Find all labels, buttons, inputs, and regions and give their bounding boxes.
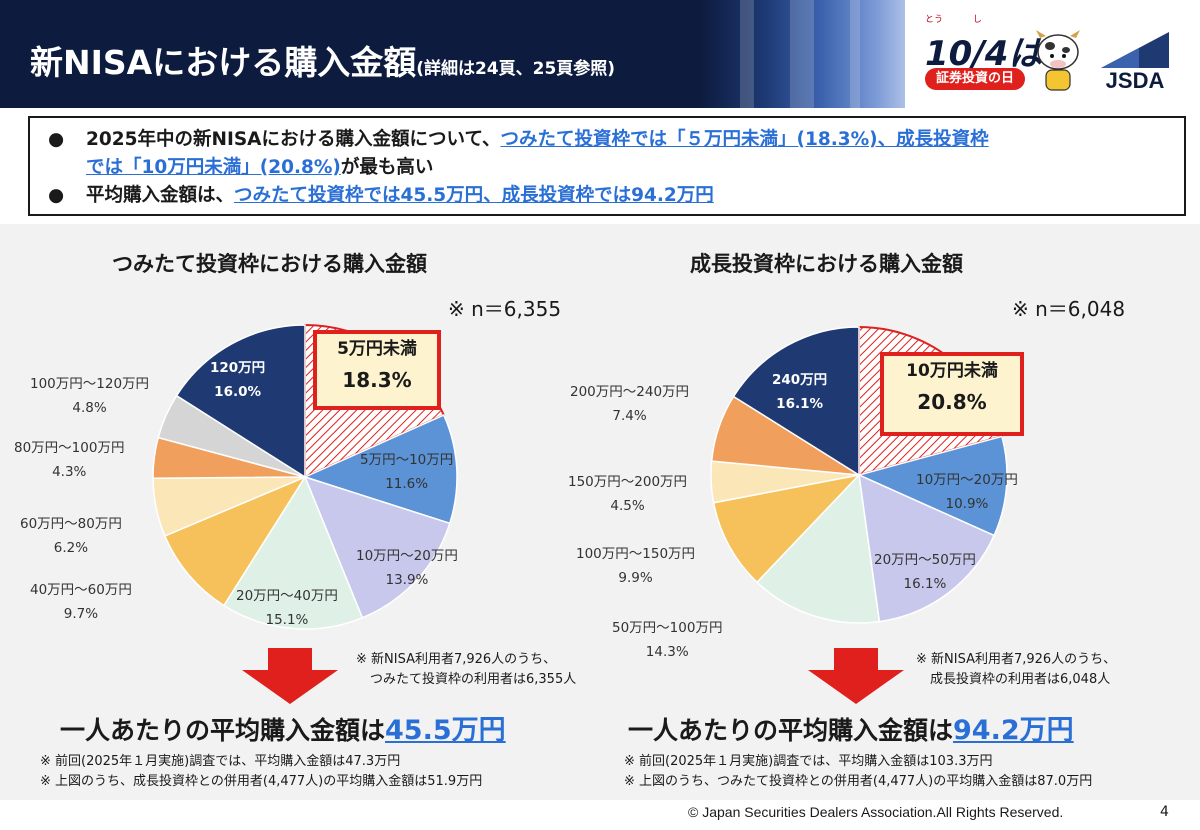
- pie-label-seicho-50-100: 50万円～100万円 14.3%: [612, 620, 723, 660]
- highlight-callout-tsumitate: 5万円未満 18.3%: [313, 330, 441, 410]
- pie-slice-1-1: [856, 435, 1008, 537]
- average-amount-tsumitate: 一人あたりの平均購入金額は45.5万円: [60, 715, 506, 746]
- page-number: 4: [1160, 804, 1169, 820]
- investment-day-logo: とう し 10/4は 証券投資の日: [925, 12, 1042, 92]
- pie-label-seicho-100-150: 100万円～150万円 9.9%: [576, 546, 696, 586]
- pie-slice-0-2: [303, 475, 451, 619]
- sample-size-seicho: ※ n＝6,048: [1012, 297, 1126, 321]
- summary-line-2: では「10万円未満」(20.8%)が最も高い: [86, 157, 434, 178]
- jsda-logo: JSDA: [1095, 28, 1175, 94]
- pie-label-seicho-240: 240万円 16.1%: [772, 372, 828, 412]
- pie-label-tsumitate-60-80: 60万円～80万円 6.2%: [20, 516, 122, 556]
- page-subtitle: (詳細は24頁、25頁参照): [416, 59, 616, 79]
- pie-label-tsumitate-100-120: 100万円～120万円 4.8%: [30, 376, 150, 416]
- footer: © Japan Securities Dealers Association.A…: [0, 800, 1200, 830]
- pie-label-seicho-10-20: 10万円～20万円 10.9%: [916, 472, 1018, 512]
- jsda-mark-icon: [1101, 32, 1169, 68]
- pie-label-seicho-20-50: 20万円～50万円 16.1%: [874, 552, 976, 592]
- pie-slice-1-3: [755, 473, 881, 624]
- summary-box: ● 2025年中の新NISAにおける購入金額について、つみたて投資枠では「５万円未…: [28, 116, 1186, 216]
- footnote-tsumitate-2: ※ 上図のうち、成長投資枠との併用者(4,477人)の平均購入金額は51.9万円: [40, 774, 483, 789]
- pie-slice-1-7: [732, 326, 860, 477]
- pie-slice-0-3: [222, 475, 364, 630]
- page-title: 新NISAにおける購入金額(詳細は24頁、25頁参照): [30, 43, 616, 82]
- logo-badge: 証券投資の日: [925, 68, 1025, 90]
- pie-label-seicho-200-240: 200万円～240万円 7.4%: [570, 384, 690, 424]
- highlight-callout-seicho: 10万円未満 20.8%: [880, 352, 1024, 436]
- summary-link-3: つみたて投資枠では45.5万円、成長投資枠では94.2万円: [234, 185, 714, 206]
- logo-ruby: とう し: [925, 15, 982, 25]
- pie-slice-0-4: [163, 475, 307, 607]
- pie-label-tsumitate-10-20: 10万円～20万円 13.9%: [356, 548, 458, 588]
- down-arrow-icon-2: [808, 648, 904, 704]
- user-note-tsumitate: ※ 新NISA利用者7,926人のうち、 つみたて投資枠の利用者は6,355人: [356, 652, 577, 687]
- jsda-text: JSDA: [1105, 68, 1165, 93]
- summary-line-3: ● 平均購入金額は、つみたて投資枠では45.5万円、成長投資枠では94.2万円: [48, 185, 714, 206]
- user-note-seicho: ※ 新NISA利用者7,926人のうち、 成長投資枠の利用者は6,048人: [916, 652, 1117, 687]
- pie-slice-1-2: [858, 473, 996, 623]
- pie-label-tsumitate-120: 120万円 16.0%: [210, 360, 266, 400]
- footnote-seicho-2: ※ 上図のうち、つみたて投資枠との併用者(4,477人)の平均購入金額は87.0…: [624, 774, 1093, 789]
- mascot-icon: [1036, 30, 1080, 91]
- chart-title-tsumitate: つみたて投資枠における購入金額: [112, 252, 427, 276]
- pie-label-tsumitate-80-100: 80万円～100万円 4.3%: [14, 440, 125, 480]
- average-amount-seicho: 一人あたりの平均購入金額は94.2万円: [628, 715, 1074, 746]
- summary-link-2: では「10万円未満」(20.8%): [86, 157, 341, 178]
- copyright-text: © Japan Securities Dealers Association.A…: [688, 804, 1064, 820]
- pie-slice-0-8: [175, 324, 306, 479]
- average-value-tsumitate: 45.5万円: [385, 715, 506, 746]
- pie-slice-0-1: [302, 414, 458, 525]
- pie-label-tsumitate-40-60: 40万円～60万円 9.7%: [30, 582, 132, 622]
- header-gradient-decoration: [700, 0, 920, 108]
- pie-label-tsumitate-20-40: 20万円～40万円 15.1%: [236, 588, 338, 628]
- summary-line-1: ● 2025年中の新NISAにおける購入金額について、つみたて投資枠では「５万円未…: [48, 129, 989, 150]
- pie-label-seicho-150-200: 150万円～200万円 4.5%: [568, 474, 688, 514]
- pie-label-tsumitate-5-10: 5万円～10万円 11.6%: [360, 452, 454, 492]
- summary-link-1: つみたて投資枠では「５万円未満」(18.3%)、成長投資枠: [500, 129, 989, 150]
- average-value-seicho: 94.2万円: [953, 715, 1074, 746]
- down-arrow-icon: [242, 648, 338, 704]
- footnote-tsumitate-1: ※ 前回(2025年１月実施)調査では、平均購入金額は47.3万円: [40, 754, 401, 769]
- sample-size-tsumitate: ※ n＝6,355: [448, 297, 562, 321]
- pie-slice-1-4: [712, 473, 862, 584]
- chart-title-seicho: 成長投資枠における購入金額: [690, 252, 963, 276]
- logo-date: 10/4は: [925, 34, 1043, 74]
- footnote-seicho-1: ※ 前回(2025年１月実施)調査では、平均購入金額は103.3万円: [624, 754, 993, 769]
